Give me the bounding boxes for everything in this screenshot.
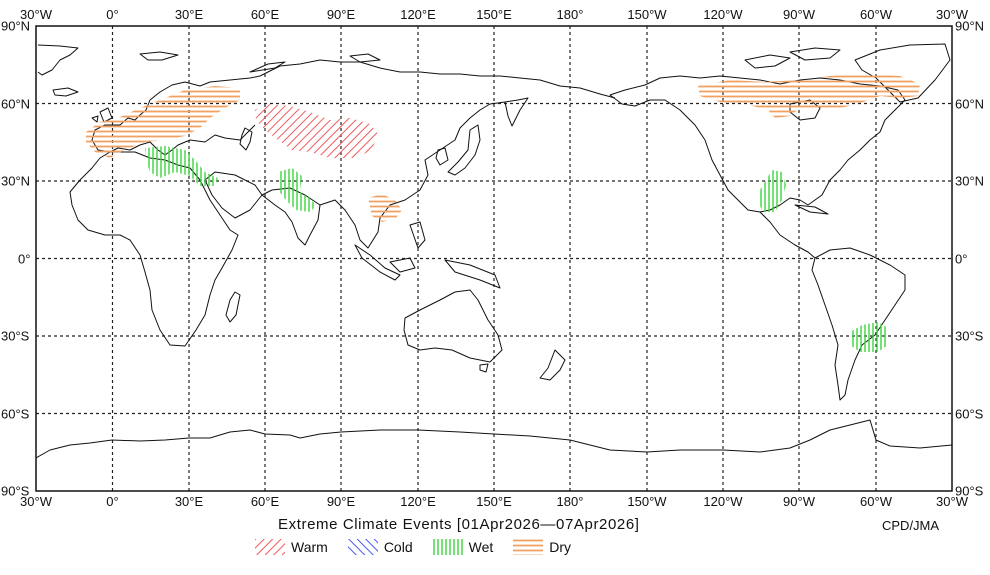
lon-label: 90°W [783, 7, 815, 22]
lon-label: 30°E [174, 494, 204, 509]
map-frame [35, 25, 953, 492]
lon-label: 0° [106, 494, 119, 509]
lon-label: 150°W [627, 7, 667, 22]
cold-hatch-icon [347, 539, 378, 555]
lon-label: 30°W [936, 7, 968, 22]
wet-region-south-america [850, 322, 888, 352]
lon-label: 120°W [703, 494, 743, 509]
legend-item-warm: Warm [255, 539, 328, 555]
lat-label: 30°S [1, 328, 30, 344]
legend-label: Dry [549, 539, 572, 555]
lon-label: 30°W [936, 494, 968, 509]
event-regions [86, 74, 920, 352]
lon-label: 30°W [20, 494, 52, 509]
lon-label: 60°E [250, 494, 280, 509]
legend-label: Warm [291, 539, 328, 555]
wet-region-mediterranean [145, 146, 218, 186]
legend-label: Wet [468, 539, 494, 555]
lon-label: 60°W [860, 7, 892, 22]
wet-region-south-asia [278, 168, 316, 212]
credit-label: CPD/JMA [882, 518, 940, 533]
lon-label: 30°W [20, 7, 52, 22]
lon-label: 90°W [783, 494, 815, 509]
lat-label: 60°N [1, 96, 31, 111]
dry-region-indochina [368, 194, 402, 222]
lat-label: 90°S [1, 483, 30, 499]
lon-label: 180° [556, 494, 584, 509]
lat-label: 60°N [955, 96, 985, 111]
wet-hatch-icon [432, 539, 463, 555]
lon-label: 120°E [400, 494, 436, 509]
lon-label: 150°W [627, 494, 667, 509]
lon-label: 120°E [400, 7, 436, 22]
lat-label: 60°S [955, 406, 984, 421]
lon-label: 150°E [476, 494, 512, 509]
lat-label: 30°S [955, 328, 984, 344]
lat-label: 90°S [955, 483, 984, 499]
lon-label: 180° [556, 7, 584, 22]
lon-label: 120°W [703, 7, 743, 22]
lon-label: 60°W [860, 494, 892, 509]
lat-label: 90°N [1, 18, 31, 34]
lat-label: 90°N [955, 18, 985, 34]
lat-label: 60°S [1, 406, 30, 421]
lon-label: 60°E [250, 7, 280, 22]
legend: Warm Cold Wet Dry [255, 537, 591, 557]
legend-label: Cold [383, 539, 413, 555]
lon-label: 30°E [174, 7, 204, 22]
lat-label: 0° [955, 251, 968, 266]
lat-label: 30°N [955, 173, 985, 189]
lat-label: 30°N [1, 173, 31, 189]
map-title: Extreme Climate Events [01Apr2026—07Apr2… [278, 516, 640, 533]
warm-hatch-icon [255, 539, 285, 555]
dry-hatch-icon [513, 539, 544, 555]
lat-label: 0° [18, 251, 31, 266]
wet-region-mexico [758, 170, 786, 212]
legend-item-cold: Cold [347, 539, 413, 555]
legend-item-wet: Wet [432, 539, 494, 555]
lon-label: 150°E [476, 7, 512, 22]
lon-label: 90°E [326, 494, 356, 509]
dry-region-canada [698, 74, 920, 118]
dry-region-europe [86, 86, 240, 158]
legend-item-dry: Dry [513, 539, 571, 555]
lon-label: 0° [106, 7, 119, 22]
warm-region-central-asia [255, 104, 378, 158]
lon-label: 90°E [326, 7, 356, 22]
